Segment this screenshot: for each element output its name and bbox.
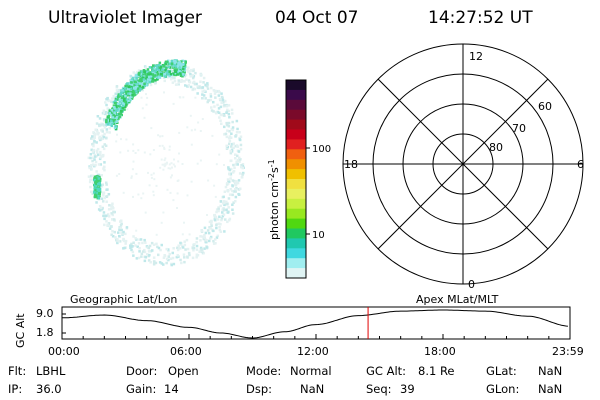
lat-label-70: 70	[512, 122, 526, 135]
mlt-label-12: 12	[469, 50, 483, 63]
status-gain-label: Gain:	[126, 382, 157, 396]
colorbar-tick-10: 10	[312, 230, 325, 241]
altitude-timeline	[61, 306, 571, 340]
status-glon-value: NaN	[538, 382, 563, 396]
status-glat-value: NaN	[538, 364, 563, 378]
status-gain-value: 14	[164, 382, 179, 396]
status-seq-label: Seq:	[366, 382, 392, 396]
x-tick-2359: 23:59	[552, 345, 584, 358]
x-tick-0600: 06:00	[170, 345, 202, 358]
instrument-title: Ultraviolet Imager	[48, 8, 202, 28]
apex-title: Apex MLat/MLT	[416, 293, 499, 306]
y-tick-9: 9.0	[36, 307, 54, 320]
lat-label-80: 80	[489, 141, 503, 154]
auroral-image	[87, 59, 245, 267]
colorbar-label: photon cm-2s-1	[267, 159, 281, 240]
status-gcalt-label: GC Alt:	[366, 364, 407, 378]
status-dsp-value: NaN	[300, 382, 325, 396]
mlt-label-18: 18	[344, 158, 358, 171]
date-label: 04 Oct 07	[275, 8, 359, 28]
x-tick-1200: 12:00	[297, 345, 329, 358]
status-gcalt-value: 8.1 Re	[418, 364, 455, 378]
y-tick-1-8: 1.8	[36, 326, 54, 339]
geographic-title: Geographic Lat/Lon	[70, 293, 178, 306]
mlt-label-6: 6	[577, 158, 584, 171]
status-mode-label: Mode:	[246, 364, 282, 378]
status-seq-value: 39	[400, 382, 415, 396]
polar-grid	[342, 43, 584, 285]
time-label: 14:27:52 UT	[428, 8, 533, 28]
mlt-label-0: 0	[468, 278, 475, 291]
status-door-label: Door:	[126, 364, 158, 378]
colorbar: 100 10 photon cm-2s-1	[267, 79, 331, 279]
status-ip-value: 36.0	[36, 382, 62, 396]
status-ip-label: IP:	[8, 382, 23, 396]
x-tick-1800: 18:00	[424, 345, 456, 358]
timeline-y-label: GC Alt	[14, 313, 27, 348]
status-flt-value: LBHL	[36, 364, 66, 378]
status-dsp-label: Dsp:	[246, 382, 273, 396]
status-glat-label: GLat:	[486, 364, 517, 378]
status-flt-label: Flt:	[8, 364, 27, 378]
status-mode-value: Normal	[290, 364, 332, 378]
lat-label-60: 60	[538, 100, 552, 113]
status-glon-label: GLon:	[486, 382, 520, 396]
x-tick-0000: 00:00	[48, 345, 80, 358]
status-door-value: Open	[168, 364, 199, 378]
colorbar-tick-100: 100	[312, 144, 331, 155]
